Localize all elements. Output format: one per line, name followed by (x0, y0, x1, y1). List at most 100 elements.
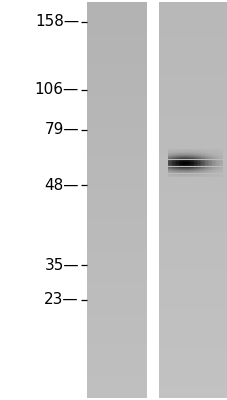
Bar (158, 220, 227, 221)
Bar (87, 187, 146, 188)
Bar (158, 36, 227, 38)
Bar (87, 203, 146, 204)
Bar (158, 257, 227, 258)
Bar (87, 56, 146, 58)
Bar (87, 263, 146, 265)
Bar (87, 168, 146, 170)
Bar (158, 208, 227, 209)
Bar (87, 48, 146, 50)
Bar (87, 314, 146, 315)
Bar (87, 135, 146, 137)
Bar (87, 229, 146, 230)
Bar (87, 155, 146, 156)
Text: 158—: 158— (35, 14, 79, 30)
Bar (87, 331, 146, 332)
Bar (158, 19, 227, 20)
Bar (87, 125, 146, 126)
Bar (87, 380, 146, 381)
Bar (87, 316, 146, 318)
Bar (87, 294, 146, 295)
Bar (87, 46, 146, 47)
Bar (158, 204, 227, 205)
Bar (158, 77, 227, 78)
Bar (87, 296, 146, 298)
Bar (87, 116, 146, 117)
Bar (87, 98, 146, 100)
Bar (87, 315, 146, 316)
Bar (158, 262, 227, 263)
Bar (158, 256, 227, 257)
Bar (87, 221, 146, 222)
Bar (158, 286, 227, 287)
Bar (158, 152, 227, 154)
Bar (158, 63, 227, 64)
Bar (87, 357, 146, 358)
Bar (158, 393, 227, 394)
Bar (158, 42, 227, 43)
Bar (87, 31, 146, 32)
Bar (158, 303, 227, 304)
Bar (158, 151, 227, 152)
Bar (158, 323, 227, 324)
Bar (87, 275, 146, 276)
Bar (87, 201, 146, 203)
Bar (87, 362, 146, 364)
Bar (158, 108, 227, 109)
Bar (158, 116, 227, 117)
Bar (158, 199, 227, 200)
Bar (87, 64, 146, 65)
Bar (158, 122, 227, 124)
Bar (158, 133, 227, 134)
Bar (158, 380, 227, 381)
Bar (87, 273, 146, 274)
Bar (158, 94, 227, 96)
Bar (158, 190, 227, 191)
Bar (87, 156, 146, 158)
Bar (87, 74, 146, 76)
Bar (87, 308, 146, 310)
Bar (87, 78, 146, 80)
Bar (87, 141, 146, 142)
Bar (158, 188, 227, 190)
Bar (158, 160, 227, 162)
Bar (158, 267, 227, 269)
Bar (158, 316, 227, 318)
Bar (87, 113, 146, 114)
Bar (87, 129, 146, 130)
Bar (158, 9, 227, 10)
Bar (158, 35, 227, 36)
Bar (158, 135, 227, 137)
Bar (87, 171, 146, 172)
Bar (87, 16, 146, 18)
Bar (158, 2, 227, 3)
Bar (87, 15, 146, 16)
Bar (158, 366, 227, 368)
Bar (87, 47, 146, 48)
Bar (158, 64, 227, 65)
Bar (87, 147, 146, 148)
Bar (158, 365, 227, 366)
Bar (158, 139, 227, 140)
Bar (87, 327, 146, 328)
Bar (87, 24, 146, 26)
Bar (87, 73, 146, 74)
Bar (158, 168, 227, 170)
Bar (87, 233, 146, 234)
Bar (87, 167, 146, 168)
Bar (87, 303, 146, 304)
Bar (87, 348, 146, 349)
Bar (158, 284, 227, 286)
Bar (87, 220, 146, 221)
Bar (87, 65, 146, 67)
Bar (87, 252, 146, 253)
Bar (158, 209, 227, 210)
Bar (87, 121, 146, 122)
Bar (87, 238, 146, 240)
Bar (87, 207, 146, 208)
Bar (87, 376, 146, 377)
Bar (87, 96, 146, 97)
Bar (87, 68, 146, 69)
Bar (158, 85, 227, 86)
Bar (158, 110, 227, 112)
Bar (158, 78, 227, 80)
